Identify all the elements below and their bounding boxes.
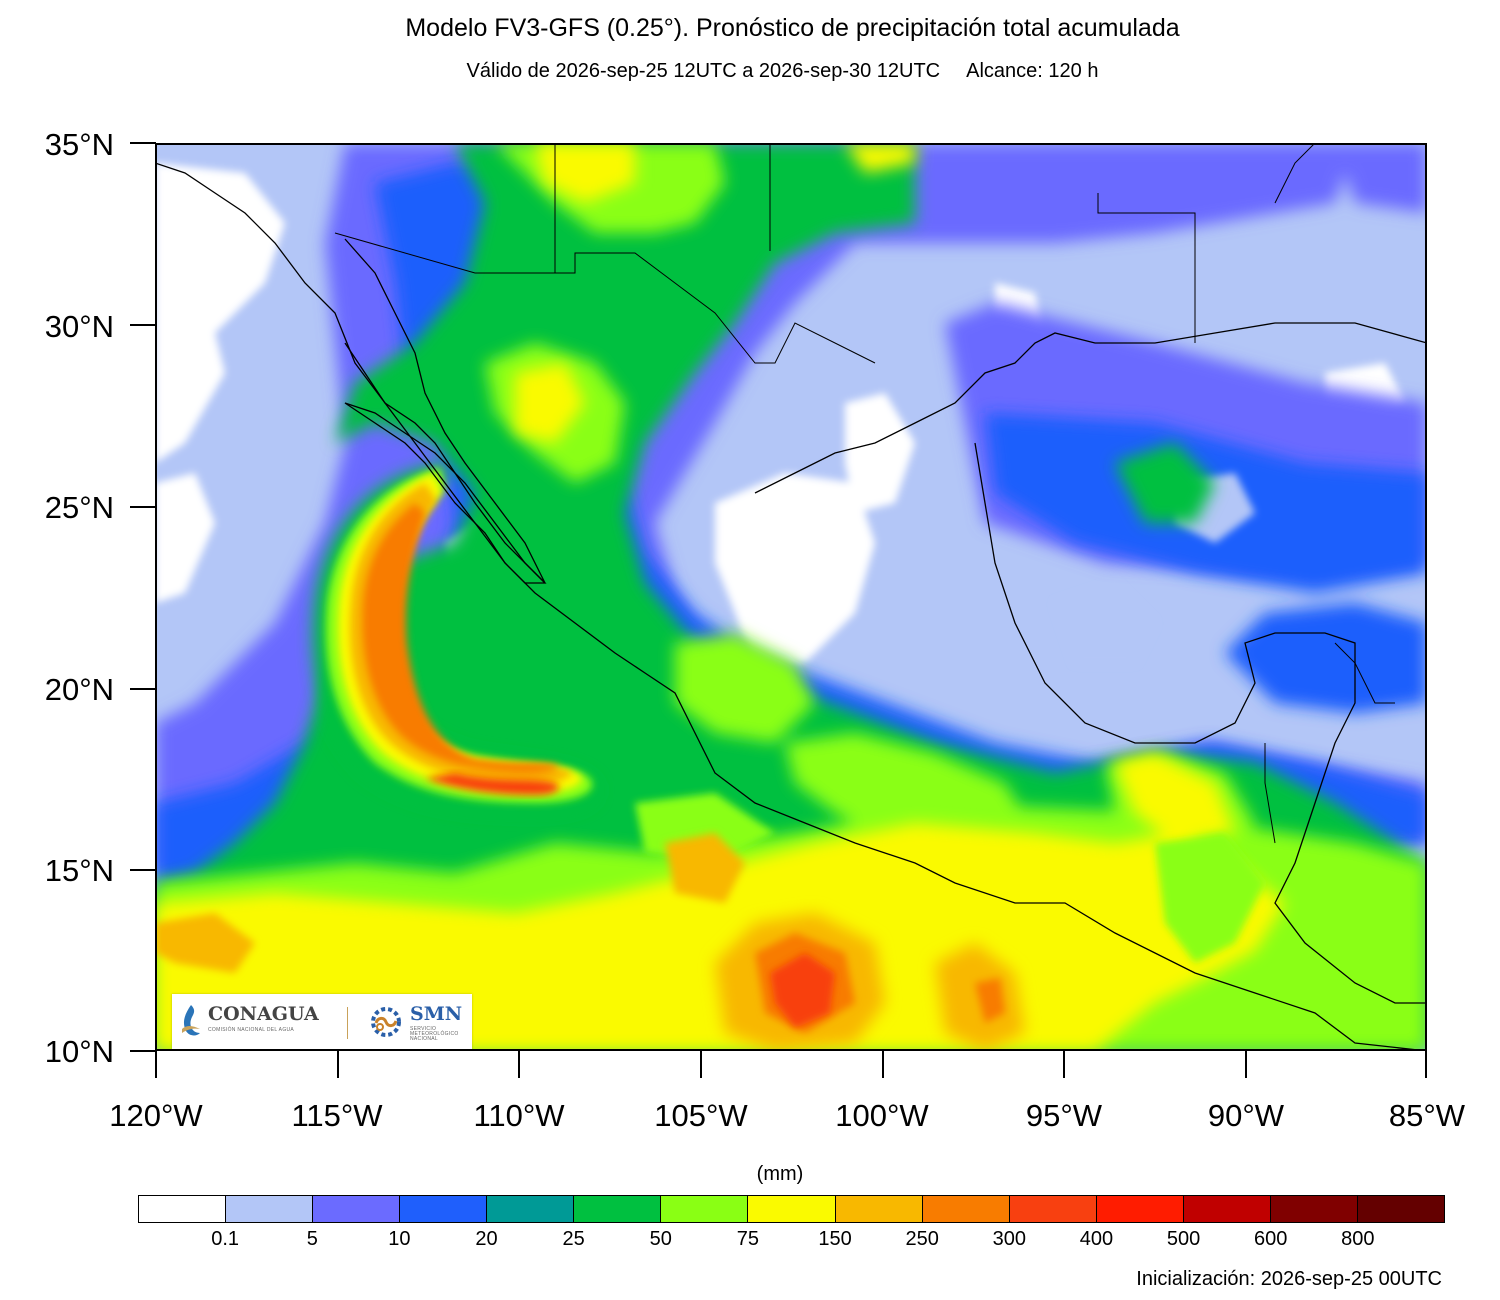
smn-logo-text: SMN xyxy=(410,1003,463,1025)
lat-label: 30°N xyxy=(44,309,114,344)
colorbar-level-label: 5 xyxy=(306,1228,318,1250)
colorbar-segment xyxy=(1009,1196,1097,1222)
lon-label: 110°W xyxy=(473,1098,565,1133)
map-title: Modelo FV3-GFS (0.25°). Pronóstico de pr… xyxy=(405,14,1180,42)
colorbar-level-label: 250 xyxy=(905,1228,939,1250)
lat-label: 35°N xyxy=(44,127,114,162)
lon-tick xyxy=(518,1050,520,1078)
lat-tick xyxy=(130,506,156,508)
colorbar xyxy=(138,1195,1445,1223)
initialization-text: Inicialización: 2026-sep-25 00UTC xyxy=(1136,1268,1442,1290)
colorbar-segment xyxy=(139,1196,227,1222)
colorbar-level-label: 20 xyxy=(475,1228,498,1250)
lon-label: 115°W xyxy=(291,1098,383,1133)
conagua-logo-text: CONAGUA xyxy=(208,1003,319,1025)
colorbar-level-label: 800 xyxy=(1341,1228,1375,1250)
rain-max-south xyxy=(155,833,1025,1051)
colorbar-level-label: 25 xyxy=(562,1228,585,1250)
lon-tick xyxy=(1063,1050,1065,1078)
lat-tick xyxy=(130,869,156,871)
lon-tick xyxy=(1245,1050,1247,1078)
colorbar-segment xyxy=(313,1196,401,1222)
conagua-logo-subtext: COMISIÓN NACIONAL DEL AGUA xyxy=(208,1027,295,1033)
colorbar-segment xyxy=(835,1196,923,1222)
colorbar-segment xyxy=(574,1196,662,1222)
lat-tick xyxy=(130,324,156,326)
colorbar-segment xyxy=(922,1196,1010,1222)
lon-tick xyxy=(700,1050,702,1078)
lon-tick xyxy=(1425,1050,1427,1078)
validity-text: Válido de 2026-sep-25 12UTC a 2026-sep-3… xyxy=(466,60,941,82)
smn-logo-subtext: SERVICIO METEOROLÓGICO NACIONAL xyxy=(410,1026,459,1042)
colorbar-level-label: 75 xyxy=(736,1228,760,1250)
legend-units: (mm) xyxy=(756,1163,804,1185)
lat-label: 20°N xyxy=(44,672,114,707)
lon-label: 120°W xyxy=(109,1098,203,1133)
lat-label: 15°N xyxy=(44,853,114,888)
colorbar-level-label: 10 xyxy=(388,1228,411,1250)
colorbar-level-label: 300 xyxy=(992,1228,1027,1250)
colorbar-segment xyxy=(226,1196,314,1222)
field-lime-strip xyxy=(635,793,1265,963)
hurricane-band xyxy=(313,463,597,813)
lon-label: 105°W xyxy=(654,1098,748,1133)
lat-tick xyxy=(130,688,156,690)
conagua-logo-icon xyxy=(182,1005,200,1036)
lat-tick xyxy=(130,1050,156,1052)
colorbar-segment xyxy=(661,1196,749,1222)
lon-label: 95°W xyxy=(1025,1098,1103,1133)
colorbar-level-label: 400 xyxy=(1079,1228,1114,1250)
colorbar-level-label: 500 xyxy=(1166,1228,1201,1250)
precipitation-field xyxy=(155,143,1427,1051)
colorbar-level-label: 50 xyxy=(649,1228,672,1250)
lat-label: 10°N xyxy=(44,1034,114,1069)
smn-logo-icon xyxy=(371,1007,401,1037)
lat-label: 25°N xyxy=(44,490,114,525)
colorbar-segment xyxy=(400,1196,488,1222)
lon-label: 100°W xyxy=(835,1098,929,1133)
lon-tick xyxy=(882,1050,884,1078)
colorbar-level-label: 0.1 xyxy=(211,1228,240,1250)
logo-divider xyxy=(347,1007,348,1039)
colorbar-segment xyxy=(1183,1196,1271,1222)
coastlines xyxy=(155,162,1427,1051)
lead-time-text: Alcance: 120 h xyxy=(966,60,1099,82)
precipitation-map xyxy=(155,143,1427,1051)
lat-tick xyxy=(130,142,156,144)
colorbar-level-label: 600 xyxy=(1254,1228,1288,1250)
lon-tick xyxy=(155,1050,157,1078)
colorbar-segment xyxy=(748,1196,836,1222)
colorbar-segment xyxy=(1096,1196,1184,1222)
lon-tick xyxy=(337,1050,339,1078)
lon-label: 90°W xyxy=(1207,1098,1285,1133)
lon-label: 85°W xyxy=(1388,1098,1466,1133)
colorbar-segment xyxy=(1357,1196,1444,1222)
borders xyxy=(334,143,1395,844)
colorbar-segment xyxy=(487,1196,575,1222)
map-subtitle: Válido de 2026-sep-25 12UTC a 2026-sep-3… xyxy=(0,60,1500,83)
logo-panel: CONAGUA COMISIÓN NACIONAL DEL AGUA SMN S… xyxy=(172,994,472,1049)
colorbar-segment xyxy=(1270,1196,1358,1222)
colorbar-level-label: 150 xyxy=(818,1228,852,1250)
